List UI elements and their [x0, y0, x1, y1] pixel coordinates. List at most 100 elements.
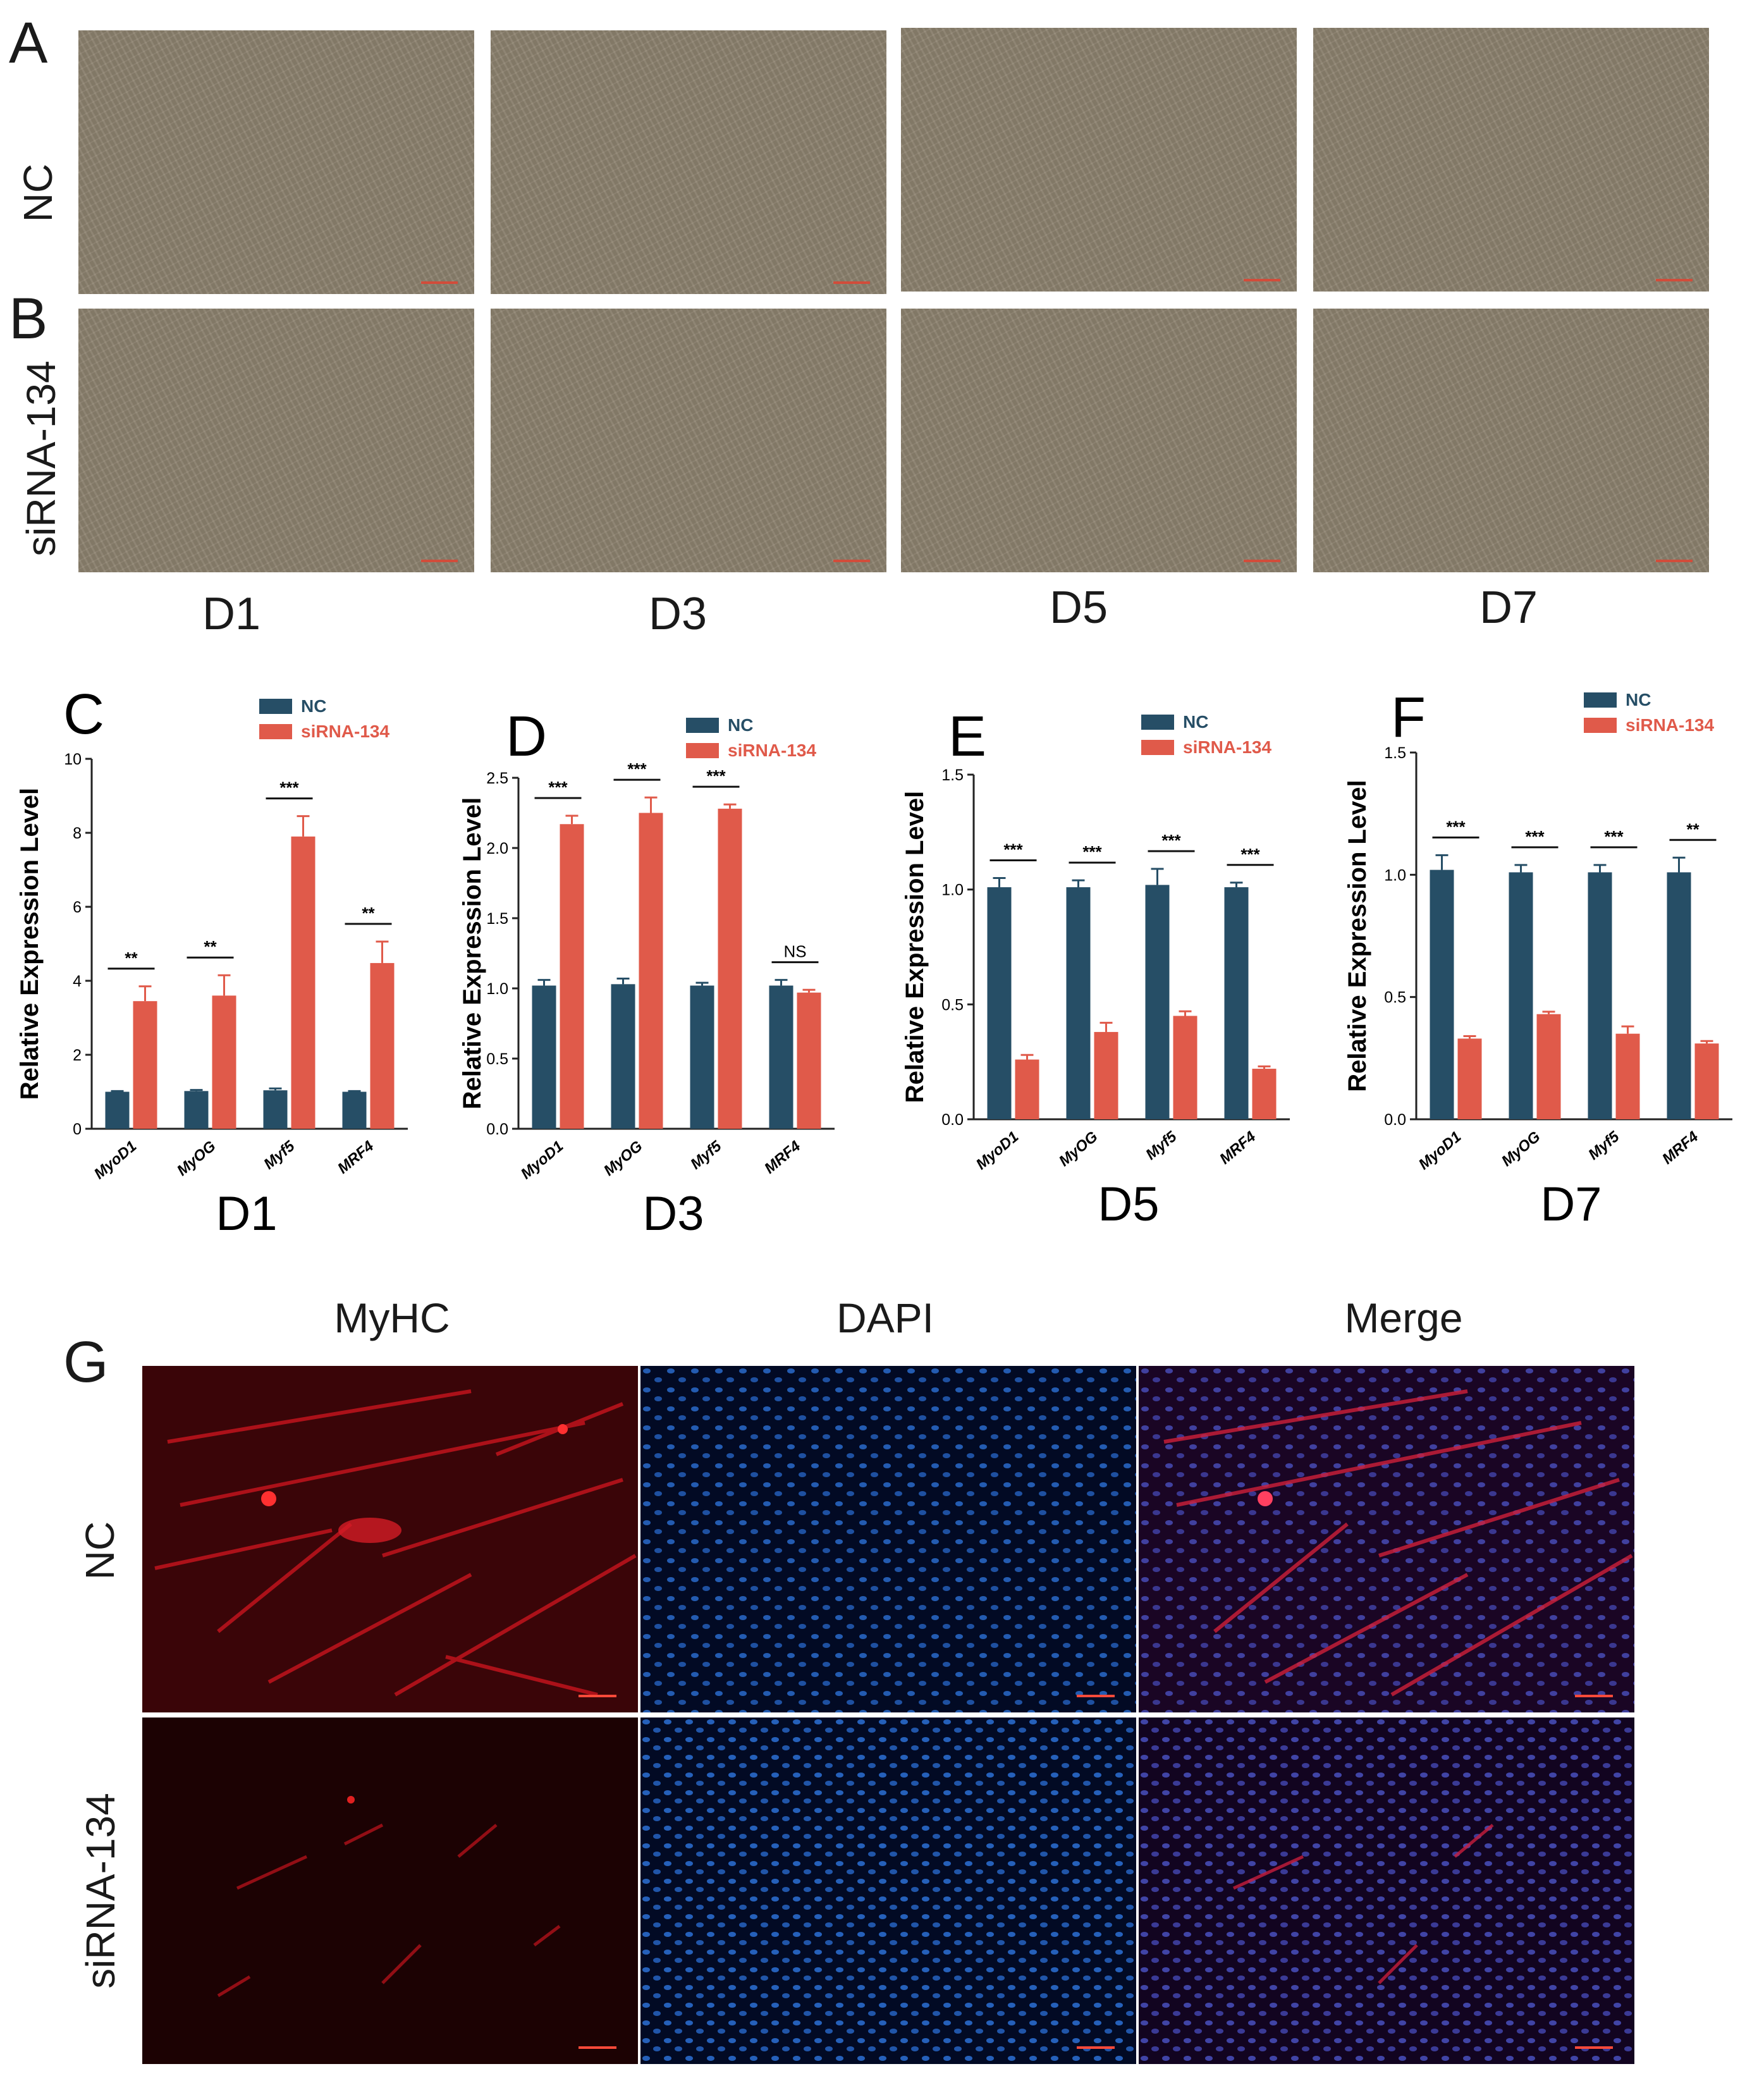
significance-label: *** — [1604, 827, 1624, 846]
y-tick-label: 10 — [64, 751, 82, 768]
x-tick-label-mrf4: MRF4 — [334, 1138, 377, 1177]
significance-label: *** — [1003, 840, 1023, 859]
bar-sirna-mrf4 — [370, 962, 395, 1129]
legend-label-sirna: siRNA-134 — [1183, 737, 1271, 757]
legend-swatch-sirna — [259, 724, 292, 739]
fluor-merge-nc — [1139, 1366, 1634, 1712]
bar-sirna-mrf4 — [1252, 1069, 1277, 1119]
x-tick-label-myf5: Myf5 — [1585, 1128, 1623, 1163]
scale-bar — [833, 281, 870, 284]
x-tick-label-myf5: Myf5 — [260, 1137, 298, 1172]
bar-nc-myod1 — [105, 1091, 130, 1129]
bar-nc-myog — [184, 1091, 209, 1129]
legend-label-sirna: siRNA-134 — [301, 722, 389, 741]
bar-sirna-myod1 — [1457, 1038, 1482, 1119]
bar-nc-myod1 — [987, 887, 1012, 1119]
bar-nc-mrf4 — [1224, 887, 1249, 1119]
micrograph-sirna-d3 — [491, 309, 886, 572]
significance-label: ** — [1686, 820, 1700, 839]
bar-nc-myog — [611, 984, 635, 1129]
scale-bar — [421, 281, 458, 284]
bar-nc-mrf4 — [1667, 872, 1691, 1119]
y-axis-label: Relative Expression Level — [458, 797, 486, 1110]
x-tick-label-myf5: Myf5 — [1142, 1128, 1180, 1163]
bar-sirna-myf5 — [291, 836, 315, 1129]
fluor-row-label-nc: NC — [77, 1521, 123, 1580]
significance-label: *** — [1446, 817, 1466, 836]
bar-sirna-mrf4 — [1694, 1043, 1719, 1119]
panel-letter-e: E — [948, 705, 986, 768]
y-tick-label: 2.5 — [486, 770, 508, 787]
fluor-title-myhc: MyHC — [334, 1294, 450, 1341]
bar-sirna-myf5 — [1615, 1033, 1640, 1119]
y-tick-label: 8 — [73, 825, 82, 842]
significance-label: *** — [279, 778, 299, 797]
fluor-myhc-sirna — [142, 1717, 638, 2064]
bar-nc-myf5 — [1588, 872, 1612, 1119]
legend-swatch-nc — [259, 699, 292, 714]
significance-label: NS — [783, 942, 806, 961]
legend-swatch-sirna — [1584, 718, 1617, 733]
bar-sirna-myod1 — [560, 824, 584, 1129]
micrograph-sirna-d5 — [901, 309, 1297, 572]
chart-day-label: D5 — [1098, 1177, 1159, 1231]
y-tick-label: 1.0 — [486, 980, 508, 998]
legend-swatch-sirna — [686, 743, 719, 758]
y-tick-label: 0.0 — [1384, 1111, 1406, 1129]
significance-label: *** — [706, 766, 726, 785]
bar-sirna-myog — [212, 995, 236, 1129]
day-label-d5: D5 — [1049, 582, 1108, 633]
panel-letter-a: A — [9, 11, 48, 75]
x-tick-label-mrf4: MRF4 — [1659, 1128, 1701, 1168]
legend-label-nc: NC — [1183, 712, 1208, 732]
scale-bar — [1656, 560, 1693, 562]
x-tick-label-myod1: MyoD1 — [973, 1128, 1022, 1173]
bar-nc-myf5 — [1145, 885, 1170, 1119]
significance-label: *** — [627, 759, 647, 778]
x-tick-label-myog: MyOG — [174, 1138, 219, 1179]
day-label-d7: D7 — [1479, 582, 1538, 633]
micrograph-nc-d1 — [78, 30, 474, 294]
scale-bar — [1244, 560, 1280, 562]
chart-c: C Relative Expression Level 0 2 4 6 8 10 NC siRNA… — [16, 683, 408, 1241]
x-tick-label-mrf4: MRF4 — [761, 1138, 804, 1177]
row-label-nc: NC — [15, 163, 61, 223]
legend-swatch-sirna — [1141, 740, 1174, 755]
legend-label-nc: NC — [728, 715, 753, 735]
bar-nc-myog — [1509, 872, 1533, 1119]
fluor-dapi-nc — [640, 1366, 1136, 1712]
row-label-sirna: siRNA-134 — [18, 360, 64, 556]
scale-bar — [1656, 279, 1693, 281]
x-tick-label-myog: MyOG — [1056, 1128, 1101, 1170]
significance-label: *** — [1161, 831, 1181, 850]
y-tick-label: 0 — [73, 1121, 82, 1138]
x-tick-label-myod1: MyoD1 — [1416, 1128, 1465, 1173]
bar-sirna-myf5 — [718, 808, 742, 1129]
y-tick-label: 1.5 — [1384, 744, 1406, 762]
y-tick-label: 2 — [73, 1047, 82, 1064]
significance-label: ** — [362, 904, 375, 923]
legend-label-nc: NC — [301, 696, 326, 716]
panel-letter-g: G — [63, 1330, 109, 1394]
bar-nc-myog — [1066, 887, 1091, 1119]
y-tick-label: 4 — [73, 973, 82, 990]
bar-sirna-myod1 — [133, 1001, 157, 1129]
chart-day-label: D3 — [642, 1187, 704, 1241]
fluor-title-merge: Merge — [1344, 1294, 1463, 1341]
legend-label-sirna: siRNA-134 — [1626, 715, 1714, 735]
bar-sirna-myf5 — [1173, 1016, 1197, 1119]
bar-sirna-mrf4 — [797, 992, 821, 1129]
fluor-title-dapi: DAPI — [836, 1294, 934, 1341]
chart-day-label: D1 — [216, 1187, 277, 1241]
x-tick-label-myog: MyOG — [601, 1138, 646, 1179]
chart-e: E Relative Expression Level 0.0 0.5 1.0 1.5 NC… — [901, 705, 1290, 1231]
micrograph-sirna-d7 — [1313, 309, 1709, 572]
bar-nc-myod1 — [1430, 869, 1454, 1119]
y-tick-label: 1.0 — [941, 882, 964, 899]
bar-sirna-myog — [1094, 1031, 1118, 1119]
panel-letter-f: F — [1391, 686, 1426, 749]
bar-sirna-myod1 — [1015, 1059, 1039, 1119]
micrograph-nc-d7 — [1313, 28, 1709, 292]
panel-letter-c: C — [63, 683, 104, 746]
